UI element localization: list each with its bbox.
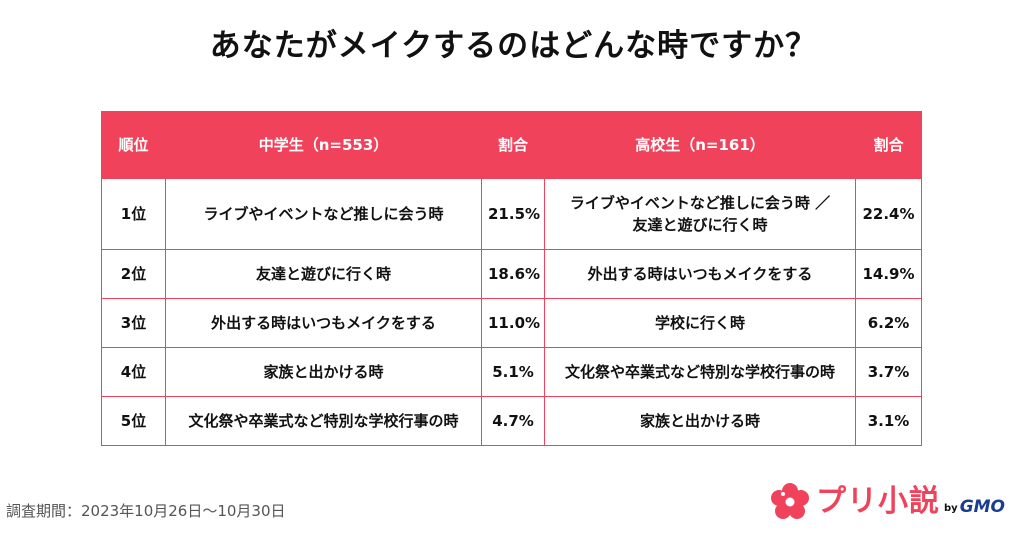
header-high-pct: 割合 (855, 111, 922, 179)
high-answer: 文化祭や卒業式など特別な学校行事の時 (544, 347, 856, 397)
brand-logo: プリ小説 by GMO (770, 480, 1005, 520)
middle-answer: 家族と出かける時 (165, 347, 482, 397)
middle-answer: 文化祭や卒業式など特別な学校行事の時 (165, 396, 482, 446)
rank-cell: 2位 (101, 249, 166, 299)
middle-answer: 友達と遊びに行く時 (165, 249, 482, 299)
high-answer: 家族と出かける時 (544, 396, 856, 446)
high-answer-line: 友達と遊びに行く時 (632, 216, 768, 234)
rank-cell: 1位 (101, 178, 166, 250)
high-answer: 学校に行く時 (544, 298, 856, 348)
page-title: あなたがメイクするのはどんな時ですか？ (209, 28, 818, 64)
middle-answer: 外出する時はいつもメイクをする (165, 298, 482, 348)
high-pct: 14.9% (855, 249, 922, 299)
middle-pct: 18.6% (481, 249, 545, 299)
header-middle-pct: 割合 (481, 111, 545, 179)
high-answer-line: ライブやイベントなど推しに会う時 ／ (569, 194, 831, 212)
high-answer: 外出する時はいつもメイクをする (544, 249, 856, 299)
middle-pct: 5.1% (481, 347, 545, 397)
high-pct: 3.1% (855, 396, 922, 446)
logo-gmo: GMO (959, 497, 1006, 517)
high-pct: 6.2% (855, 298, 922, 348)
high-pct: 22.4% (855, 178, 922, 250)
middle-pct: 4.7% (481, 396, 545, 446)
rank-cell: 4位 (101, 347, 166, 397)
header-rank: 順位 (101, 111, 166, 179)
table-row: 4位 家族と出かける時 5.1% 文化祭や卒業式など特別な学校行事の時 3.7% (101, 347, 922, 397)
header-middle-school: 中学生（n=553） (165, 111, 482, 179)
logo-by: by (944, 503, 958, 514)
rank-cell: 3位 (101, 298, 166, 348)
high-answer: ライブやイベントなど推しに会う時 ／ 友達と遊びに行く時 (544, 178, 856, 250)
table-row: 1位 ライブやイベントなど推しに会う時 21.5% ライブやイベントなど推しに会… (101, 178, 922, 250)
logo-wordmark: プリ小説 (816, 484, 940, 519)
table-row: 2位 友達と遊びに行く時 18.6% 外出する時はいつもメイクをする 14.9% (101, 249, 922, 299)
header-high-school: 高校生（n=161） (544, 111, 856, 179)
rank-cell: 5位 (101, 396, 166, 446)
middle-answer: ライブやイベントなど推しに会う時 (165, 178, 482, 250)
survey-period: 調査期間：2023年10月26日～10月30日 (6, 502, 286, 520)
table-row: 5位 文化祭や卒業式など特別な学校行事の時 4.7% 家族と出かける時 3.1% (101, 396, 922, 446)
table-header-row: 順位 中学生（n=553） 割合 高校生（n=161） 割合 (101, 111, 922, 179)
ranking-table: 順位 中学生（n=553） 割合 高校生（n=161） 割合 1位 ライブやイベ… (101, 111, 922, 446)
middle-pct: 21.5% (481, 178, 545, 250)
table-row: 3位 外出する時はいつもメイクをする 11.0% 学校に行く時 6.2% (101, 298, 922, 348)
high-pct: 3.7% (855, 347, 922, 397)
middle-pct: 11.0% (481, 298, 545, 348)
flower-icon (771, 483, 809, 519)
